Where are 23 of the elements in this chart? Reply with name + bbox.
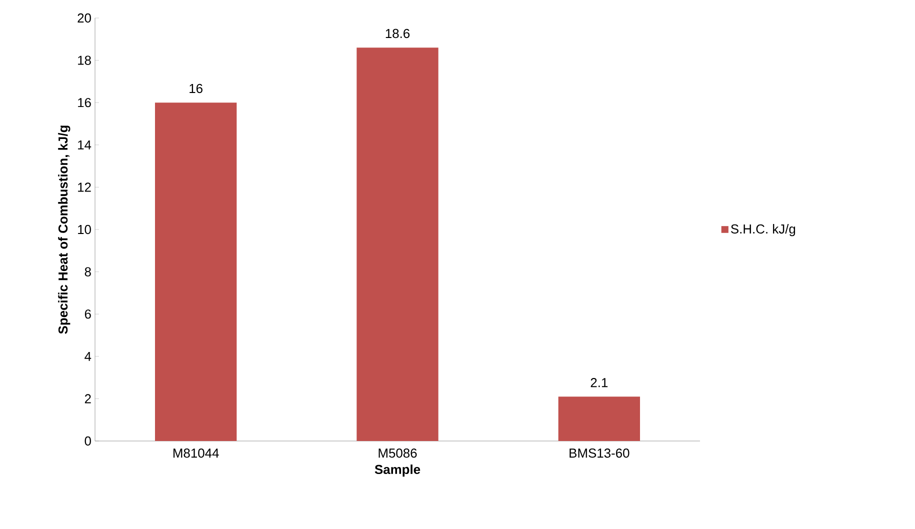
y-tick-label: 8 (84, 267, 91, 276)
y-tick-label: 14 (78, 140, 92, 150)
y-tick-label: 12 (78, 182, 91, 192)
data-label: 18.6 (386, 28, 410, 38)
x-axis-title: Sample (374, 464, 420, 477)
y-tick-label: 18 (78, 56, 91, 65)
y-tick-label: 4 (84, 352, 92, 361)
y-tick-label: 16 (78, 98, 91, 108)
y-tick-label: 20 (78, 13, 91, 23)
y-tick-label: 2 (84, 394, 91, 404)
bar (154, 102, 237, 441)
x-tick-label: M5086 (378, 448, 417, 458)
y-axis-title: Specific Heat of Combustion, kJ/g (58, 126, 70, 334)
y-tick-label: 0 (84, 436, 91, 446)
legend-label: S.H.C. kJ/g (731, 224, 796, 236)
x-tick-label: M81044 (173, 448, 219, 458)
bar (356, 48, 438, 441)
x-tick-label: BMS13-60 (570, 448, 630, 458)
y-tick-label: 10 (78, 224, 91, 234)
bar (558, 396, 640, 441)
y-tick-label: 6 (84, 310, 91, 319)
data-label: 2.1 (590, 378, 608, 388)
data-label: 16 (190, 84, 202, 94)
